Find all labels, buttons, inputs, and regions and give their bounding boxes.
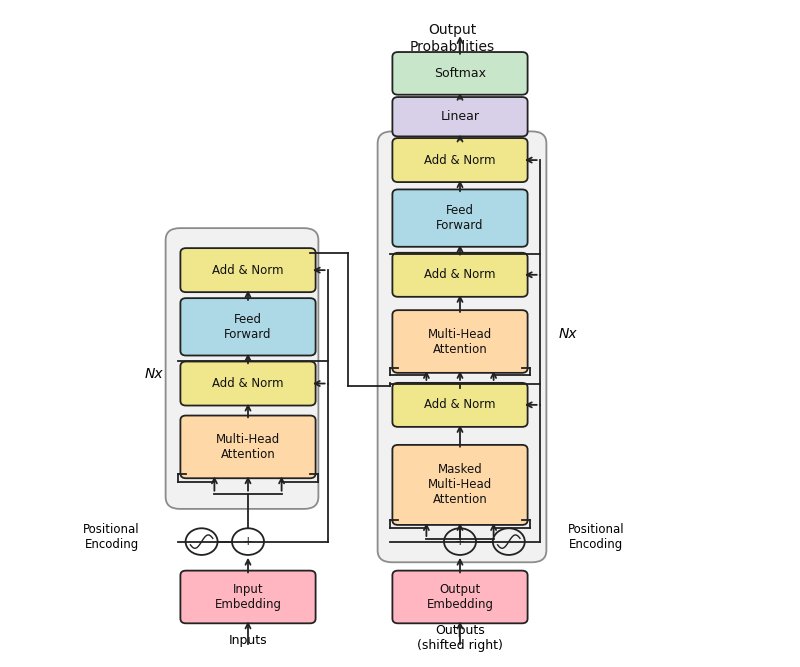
FancyBboxPatch shape <box>180 298 315 356</box>
Text: Inputs: Inputs <box>229 634 267 647</box>
Text: Positional
Encoding: Positional Encoding <box>568 523 625 551</box>
Text: Add & Norm: Add & Norm <box>424 153 496 167</box>
Text: Linear: Linear <box>441 110 479 123</box>
Text: Output
Embedding: Output Embedding <box>426 583 494 611</box>
FancyBboxPatch shape <box>180 416 315 478</box>
Text: Multi-Head
Attention: Multi-Head Attention <box>428 327 492 356</box>
Text: Add & Norm: Add & Norm <box>424 398 496 412</box>
FancyBboxPatch shape <box>392 571 528 623</box>
FancyBboxPatch shape <box>180 571 315 623</box>
Text: Add & Norm: Add & Norm <box>424 268 496 281</box>
Text: Multi-Head
Attention: Multi-Head Attention <box>216 433 280 461</box>
FancyBboxPatch shape <box>166 228 318 509</box>
Text: Positional
Encoding: Positional Encoding <box>83 523 140 551</box>
Text: Softmax: Softmax <box>434 67 486 80</box>
Text: Nx: Nx <box>144 367 163 380</box>
FancyBboxPatch shape <box>392 52 528 95</box>
Text: Feed
Forward: Feed Forward <box>224 313 272 341</box>
Text: Nx: Nx <box>558 327 578 340</box>
Text: +: + <box>454 535 466 548</box>
FancyBboxPatch shape <box>392 310 528 373</box>
FancyBboxPatch shape <box>392 138 528 182</box>
Text: Output
Probabilities: Output Probabilities <box>410 23 494 53</box>
Text: Outputs
(shifted right): Outputs (shifted right) <box>417 624 503 652</box>
Text: Input
Embedding: Input Embedding <box>214 583 282 611</box>
FancyBboxPatch shape <box>180 362 315 406</box>
FancyBboxPatch shape <box>392 97 528 137</box>
FancyBboxPatch shape <box>180 248 315 292</box>
FancyBboxPatch shape <box>392 383 528 427</box>
Text: Masked
Multi-Head
Attention: Masked Multi-Head Attention <box>428 464 492 506</box>
Text: Feed
Forward: Feed Forward <box>436 204 484 232</box>
FancyBboxPatch shape <box>378 131 546 562</box>
FancyBboxPatch shape <box>392 253 528 297</box>
Text: Add & Norm: Add & Norm <box>212 263 284 277</box>
FancyBboxPatch shape <box>392 189 528 247</box>
FancyBboxPatch shape <box>392 445 528 525</box>
Text: +: + <box>242 535 254 548</box>
Text: Add & Norm: Add & Norm <box>212 377 284 390</box>
